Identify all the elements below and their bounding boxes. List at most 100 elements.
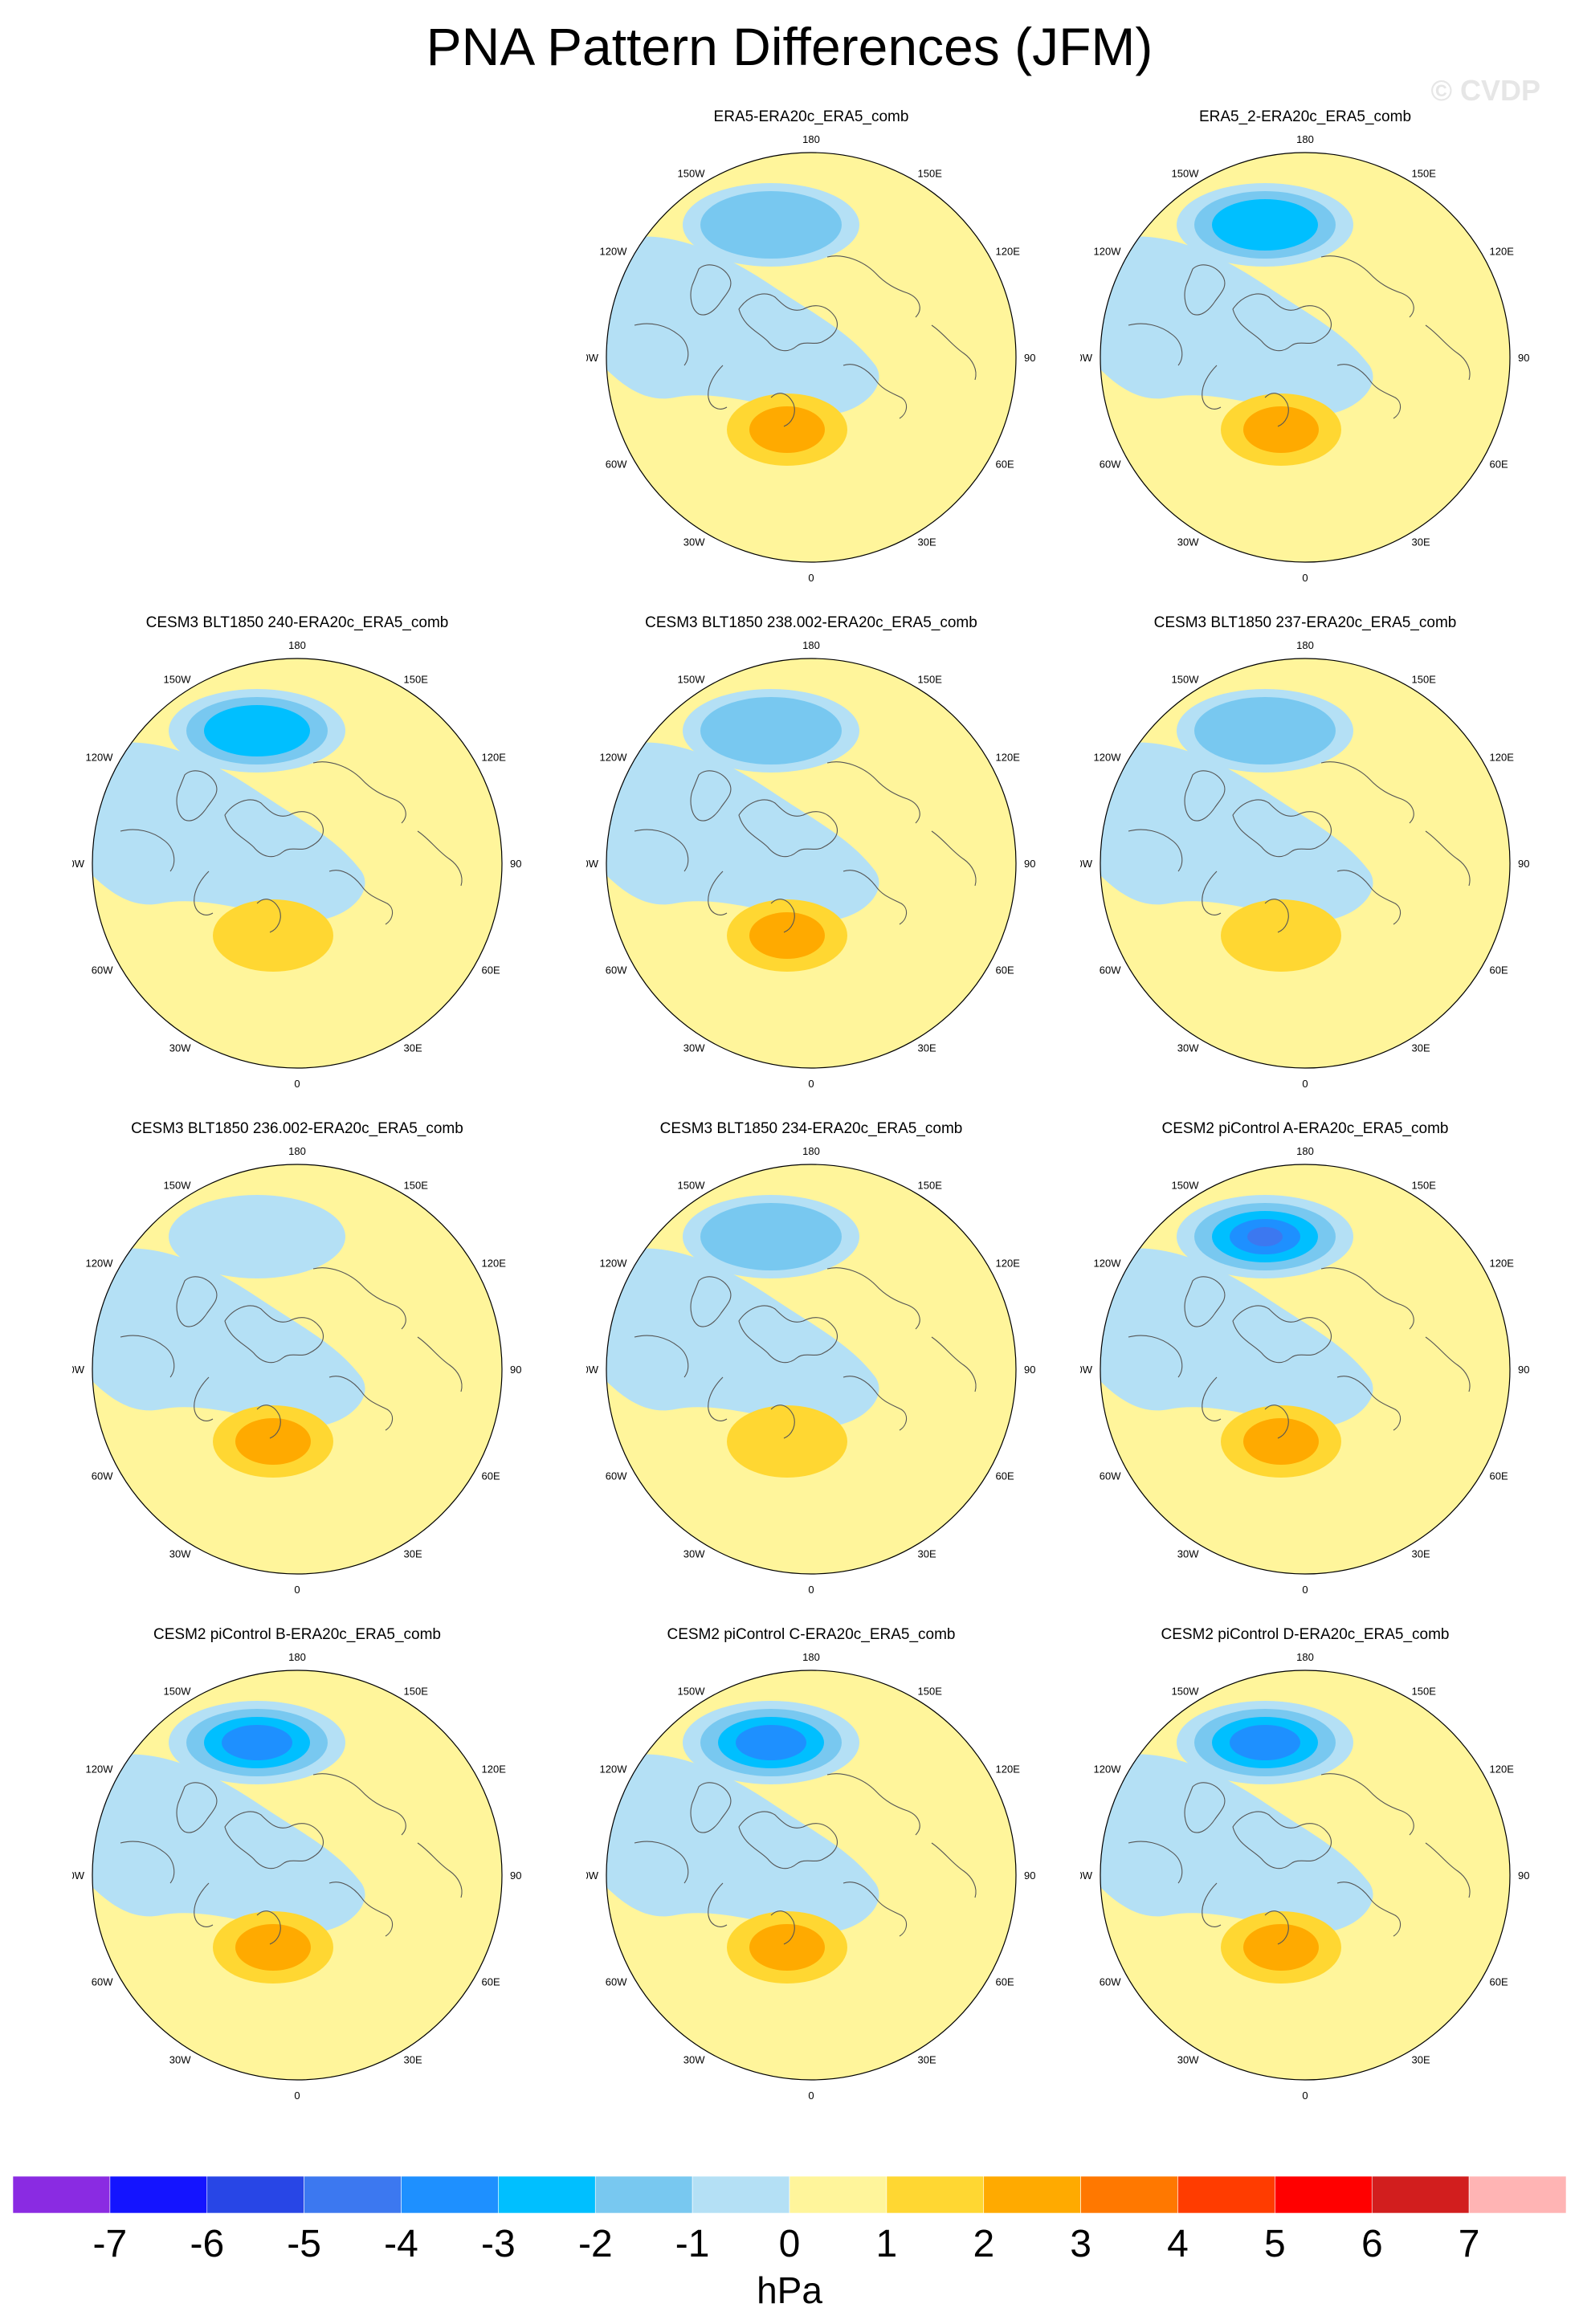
atlantic-high-contour bbox=[1243, 1418, 1319, 1465]
colorbar-tick-label: -1 bbox=[675, 2223, 710, 2265]
polar-map: 180 150W 150E 120W 120E 90W 90E 60W 60E 30W 30E 0 bbox=[1080, 133, 1530, 584]
map-panel: CESM2 piControl C-ERA20c_ERA5_comb 180 150… bbox=[586, 1626, 1036, 2108]
colorbar-swatch bbox=[1177, 2175, 1275, 2214]
coastline bbox=[1232, 1811, 1332, 1869]
longitude-label: 150E bbox=[918, 674, 943, 686]
colorbar-swatch bbox=[206, 2175, 304, 2214]
map-border bbox=[606, 1670, 1017, 2081]
longitude-label: 90E bbox=[1024, 1869, 1036, 1882]
coastline bbox=[1232, 1305, 1332, 1364]
coastline bbox=[634, 323, 689, 366]
coastline bbox=[1128, 323, 1183, 366]
panel-title: CESM2 piControl B-ERA20c_ERA5_comb bbox=[153, 1626, 441, 1643]
coastline bbox=[1425, 324, 1471, 381]
longitude-label: 0 bbox=[808, 2090, 814, 2102]
longitude-label: 90E bbox=[1024, 352, 1036, 364]
polar-map: 180 150W 150E 120W 120E 90W 90E 60W 60E 30W 30E 0 bbox=[1080, 1651, 1530, 2102]
coastline bbox=[194, 1882, 214, 1927]
coastline bbox=[312, 761, 406, 824]
coastline bbox=[328, 1882, 394, 1937]
coastline bbox=[1184, 1782, 1226, 1833]
longitude-label: 90E bbox=[510, 1869, 522, 1882]
coastline bbox=[738, 799, 838, 858]
negative-belt-contour bbox=[1100, 1754, 1373, 1933]
coastline bbox=[224, 1811, 324, 1869]
map-panel: CESM2 piControl A-ERA20c_ERA5_comb 180 150… bbox=[1080, 1120, 1530, 1602]
longitude-label: 30W bbox=[1177, 536, 1199, 548]
atlantic-high-contour bbox=[1243, 406, 1319, 453]
map-border bbox=[606, 658, 1017, 1069]
longitude-label: 120E bbox=[996, 246, 1021, 258]
watermark: © CVDP bbox=[1430, 74, 1540, 107]
longitude-label: 90W bbox=[1080, 1364, 1093, 1376]
coastline bbox=[738, 1811, 838, 1869]
coastline bbox=[843, 1882, 908, 1937]
coastline bbox=[826, 761, 920, 824]
longitude-label: 90E bbox=[510, 858, 522, 870]
coastline bbox=[1184, 770, 1226, 822]
longitude-label: 180 bbox=[1296, 133, 1314, 145]
colorbar-tick-label: 5 bbox=[1264, 2223, 1286, 2265]
longitude-label: 60W bbox=[1100, 1470, 1121, 1482]
colorbar-tick-label: 1 bbox=[876, 2223, 898, 2265]
longitude-label: 90W bbox=[1080, 858, 1093, 870]
longitude-label: 0 bbox=[1302, 1078, 1308, 1090]
atlantic-high-contour bbox=[1243, 1924, 1319, 1971]
coastline bbox=[1425, 1336, 1471, 1392]
longitude-label: 60E bbox=[1490, 459, 1508, 471]
longitude-label: 60E bbox=[996, 1976, 1014, 1988]
longitude-label: 0 bbox=[808, 572, 814, 584]
colorbar-swatch bbox=[692, 2175, 790, 2214]
colorbar-swatch bbox=[498, 2175, 596, 2214]
polar-map: 180 150W 150E 120W 120E 90W 90E 60W 60E 30W 30E 0 bbox=[72, 639, 522, 1090]
colorbar-swatch bbox=[12, 2175, 111, 2214]
longitude-label: 120W bbox=[1094, 1258, 1122, 1270]
colorbar-swatch bbox=[109, 2175, 208, 2214]
longitude-label: 30W bbox=[1177, 1548, 1199, 1560]
longitude-label: 30W bbox=[683, 2054, 705, 2066]
coastline bbox=[843, 364, 908, 419]
atlantic-high-contour bbox=[749, 406, 825, 453]
coastline bbox=[224, 799, 324, 858]
coastline bbox=[224, 1305, 324, 1364]
atlantic-high-contour bbox=[213, 899, 333, 972]
longitude-label: 120E bbox=[996, 752, 1021, 764]
atlantic-high-contour bbox=[749, 1924, 825, 1971]
longitude-label: 30E bbox=[918, 1548, 936, 1560]
coastline bbox=[120, 1841, 175, 1884]
coastline bbox=[417, 830, 463, 887]
longitude-label: 180 bbox=[288, 639, 306, 651]
longitude-label: 120E bbox=[482, 752, 507, 764]
coastline bbox=[1320, 761, 1414, 824]
colorbar-tick-label: -4 bbox=[384, 2223, 418, 2265]
longitude-label: 30E bbox=[1412, 536, 1430, 548]
aleutian-low-contour bbox=[169, 1195, 345, 1278]
aleutian-low-contour bbox=[1194, 697, 1336, 764]
coastline bbox=[417, 1336, 463, 1392]
coastline bbox=[120, 829, 175, 872]
longitude-label: 30W bbox=[1177, 1042, 1199, 1054]
longitude-label: 120W bbox=[1094, 246, 1122, 258]
longitude-label: 30W bbox=[169, 1548, 191, 1560]
coastline bbox=[708, 1882, 728, 1927]
longitude-label: 90E bbox=[1518, 1869, 1530, 1882]
coastline bbox=[194, 1376, 214, 1421]
longitude-label: 150W bbox=[1172, 1180, 1200, 1192]
longitude-label: 180 bbox=[288, 1651, 306, 1663]
longitude-label: 90W bbox=[72, 1869, 85, 1882]
longitude-label: 150W bbox=[164, 1180, 192, 1192]
coastline bbox=[770, 1910, 795, 1945]
coastline bbox=[690, 264, 732, 316]
map-border bbox=[606, 1164, 1017, 1575]
longitude-label: 180 bbox=[288, 1145, 306, 1157]
aleutian-low-contour bbox=[222, 1725, 292, 1760]
coastline bbox=[931, 830, 977, 887]
coastline bbox=[1320, 1773, 1414, 1836]
colorbar-tick-label: 6 bbox=[1361, 2223, 1383, 2265]
longitude-label: 30W bbox=[1177, 2054, 1199, 2066]
coastline bbox=[176, 1782, 218, 1833]
coastline bbox=[826, 1267, 920, 1330]
longitude-label: 150W bbox=[678, 168, 706, 180]
longitude-label: 0 bbox=[1302, 1584, 1308, 1596]
coastline bbox=[120, 1335, 175, 1378]
